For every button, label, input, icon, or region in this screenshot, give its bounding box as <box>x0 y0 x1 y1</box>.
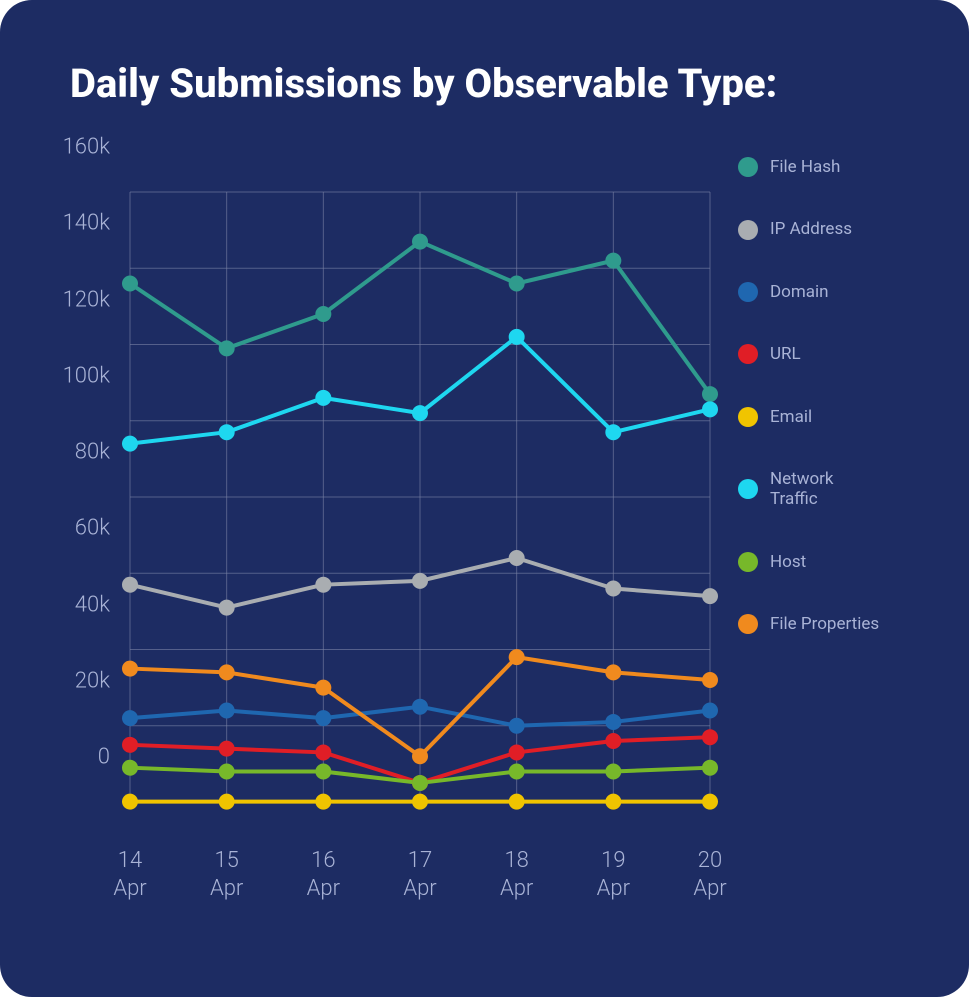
legend-item: Network Traffic <box>738 469 880 510</box>
legend-dot-icon <box>738 479 758 499</box>
legend-item: URL <box>738 344 880 364</box>
legend-label: Network Traffic <box>770 469 880 510</box>
y-tick-label: 80k <box>40 440 110 465</box>
legend-label: File Hash <box>770 157 840 177</box>
line-chart <box>40 137 720 927</box>
y-tick-label: 60k <box>40 516 110 541</box>
legend-item: Email <box>738 407 880 427</box>
legend: File Hash IP Address Domain URL Email Network… <box>738 157 880 635</box>
x-tick-label: 18Apr <box>487 847 547 902</box>
x-axis-labels: 14Apr15Apr16Apr17Apr18Apr19Apr20Apr <box>40 847 720 927</box>
x-tick-label: 19Apr <box>583 847 643 902</box>
legend-label: URL <box>770 344 801 364</box>
y-tick-label: 40k <box>40 592 110 617</box>
y-tick-label: 0 <box>40 745 110 770</box>
x-tick-label: 17Apr <box>390 847 450 902</box>
chart-area: 0 20k 40k 60k 80k 100k 120k 140k 160k 14Apr 15Apr… <box>40 137 720 927</box>
legend-item: File Hash <box>738 157 880 177</box>
legend-dot-icon <box>738 552 758 572</box>
x-tick-label: 20Apr <box>680 847 740 902</box>
legend-dot-icon <box>738 614 758 634</box>
legend-label: Host <box>770 552 806 572</box>
legend-label: Domain <box>770 282 829 302</box>
legend-label: IP Address <box>770 219 852 239</box>
x-tick-label: 15Apr <box>197 847 257 902</box>
legend-item: Domain <box>738 282 880 302</box>
legend-label: Email <box>770 407 812 427</box>
legend-dot-icon <box>738 344 758 364</box>
legend-item: IP Address <box>738 219 880 239</box>
x-tick-label: 16Apr <box>293 847 353 902</box>
legend-dot-icon <box>738 282 758 302</box>
chart-wrap: 0 20k 40k 60k 80k 100k 120k 140k 160k 14Apr 15Apr… <box>40 137 949 927</box>
x-tick-label: 14Apr <box>100 847 160 902</box>
y-tick-label: 140k <box>40 211 110 236</box>
legend-dot-icon <box>738 220 758 240</box>
legend-label: File Properties <box>770 614 879 634</box>
legend-item: Host <box>738 552 880 572</box>
y-tick-label: 120k <box>40 287 110 312</box>
legend-dot-icon <box>738 157 758 177</box>
chart-title: Daily Submissions by Observable Type: <box>70 60 949 107</box>
y-tick-label: 100k <box>40 363 110 388</box>
chart-card: Daily Submissions by Observable Type: 0 2… <box>0 0 969 997</box>
y-tick-label: 160k <box>40 135 110 160</box>
legend-item: File Properties <box>738 614 880 634</box>
y-tick-label: 20k <box>40 668 110 693</box>
legend-dot-icon <box>738 407 758 427</box>
